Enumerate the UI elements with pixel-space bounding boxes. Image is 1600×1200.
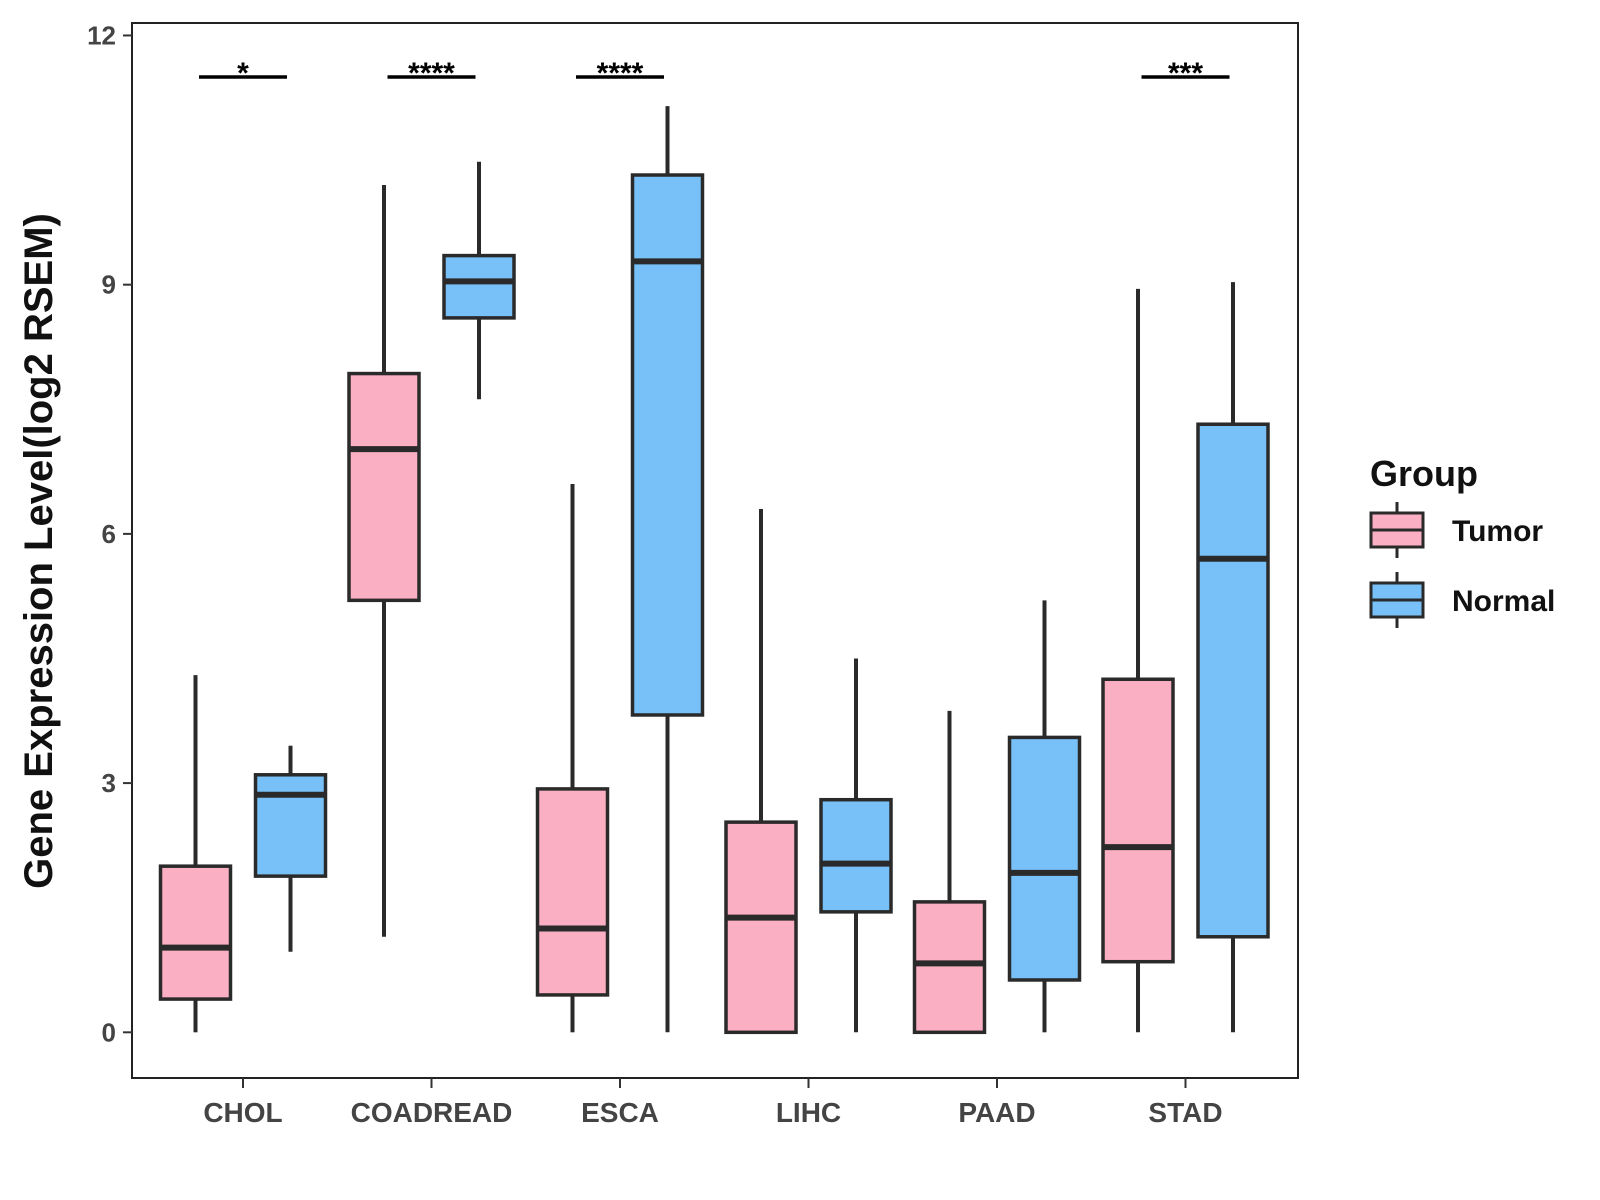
legend-label-tumor: Tumor [1452,515,1543,548]
box-normal-stad [1196,282,1270,1033]
box-body [442,253,516,320]
axes: 0 3 6 9 12 CHOL COADREAD ESCA LIHC PAAD STAD [87,20,1299,1128]
significance-label: **** [597,57,644,90]
box-normal-chol [253,745,328,952]
significance-annotations: * **** **** *** [199,57,1230,90]
x-tick-label: PAAD [958,1097,1035,1128]
box-normal-lihc [819,658,893,1033]
y-axis-title: Gene Expression Level(log2 RSEM) [17,213,61,889]
y-tick-label: 3 [102,768,116,798]
x-tick-label: COADREAD [351,1097,513,1128]
legend-title: Group [1370,453,1478,494]
box-tumor-coadread [347,184,421,937]
box-normal-paad [1007,600,1082,1033]
box-body [535,787,610,997]
legend-key-tumor [1369,502,1425,558]
box-body [253,773,328,878]
box-body [1101,677,1175,964]
significance-label: *** [1168,57,1203,90]
box-body [1007,735,1082,982]
x-tick-label: STAD [1148,1097,1222,1128]
box-tumor-stad [1101,288,1175,1033]
box-tumor-chol [158,675,233,1033]
box-body [819,797,893,914]
significance-label: **** [408,57,455,90]
significance-label: * [237,57,249,90]
x-tick-label: ESCA [581,1097,659,1128]
y-tick-label: 0 [102,1017,116,1047]
y-tick-label: 12 [87,20,116,50]
box-body [630,173,705,717]
box-body [158,864,233,1001]
box-tumor-esca [535,484,610,1033]
box-normal-esca [630,106,705,1033]
x-tick-label: CHOL [203,1097,282,1128]
box-body [724,820,798,1035]
box-body [1196,422,1270,939]
box-tumor-paad [912,710,987,1035]
y-tick-label: 6 [102,519,116,549]
x-tick-label: LIHC [776,1097,841,1128]
box-normal-coadread [442,161,516,400]
legend-key-normal [1369,572,1425,628]
y-tick-label: 9 [102,270,116,300]
box-tumor-lihc [724,508,798,1035]
box-body [347,371,421,603]
plot-area [158,106,1270,1035]
legend-label-normal: Normal [1452,585,1555,618]
box-body [912,900,987,1035]
legend: Group Tumor Normal [1369,453,1555,628]
plot-panel-border [131,22,1299,1079]
